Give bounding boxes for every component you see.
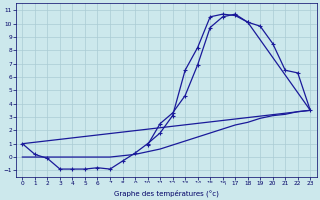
X-axis label: Graphe des températures (°c): Graphe des températures (°c) — [114, 189, 219, 197]
